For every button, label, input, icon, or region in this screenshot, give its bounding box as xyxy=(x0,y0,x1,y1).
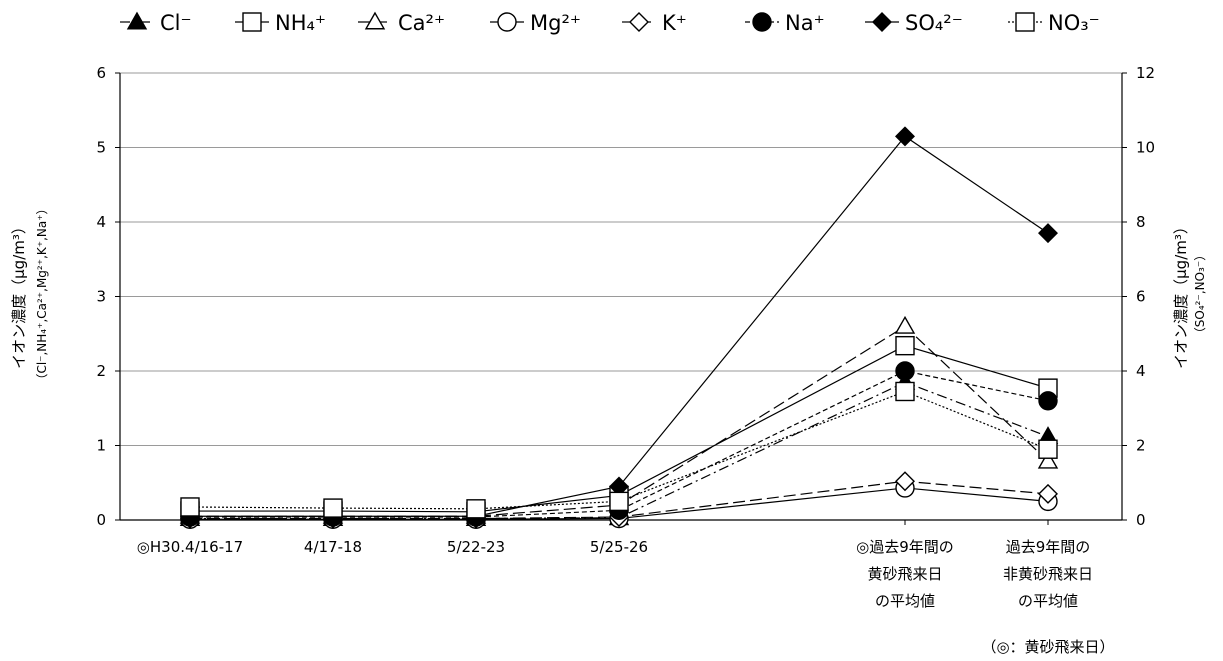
legend-label: NH₄⁺ xyxy=(275,11,326,35)
series-line xyxy=(190,135,1049,517)
legend-label: Na⁺ xyxy=(785,11,825,35)
left-tick-label: 3 xyxy=(96,288,106,306)
category-label: の平均値 xyxy=(875,592,935,610)
legend-marker xyxy=(126,11,148,30)
data-point xyxy=(895,381,915,402)
category-label: ◎過去9年間の xyxy=(856,538,954,556)
category-label: の平均値 xyxy=(1018,592,1078,610)
legend-label: NO₃⁻ xyxy=(1048,11,1100,35)
right-tick-label: 12 xyxy=(1136,64,1155,82)
category-label: 非黄砂飛来日 xyxy=(1003,565,1093,583)
series-line xyxy=(190,345,1049,513)
data-point xyxy=(323,498,343,518)
legend-marker xyxy=(629,12,649,32)
series-line xyxy=(190,480,1049,520)
data-point xyxy=(895,126,915,147)
legend-label: Mg²⁺ xyxy=(530,11,581,35)
data-point xyxy=(609,491,629,512)
grid-lines xyxy=(120,72,1122,446)
data-point xyxy=(895,335,915,356)
legend-label: SO₄²⁻ xyxy=(905,11,963,35)
data-point xyxy=(895,361,915,381)
legend-marker xyxy=(1015,12,1035,32)
legend-label: K⁺ xyxy=(662,11,687,35)
data-point xyxy=(1037,450,1059,469)
category-label: 4/17-18 xyxy=(304,538,362,556)
left-tick-label: 1 xyxy=(96,437,106,455)
series-lines xyxy=(189,135,1049,520)
series-markers xyxy=(179,126,1059,529)
category-label: ◎H30.4/16-17 xyxy=(137,538,243,556)
category-labels: ◎H30.4/16-17 4/17-18 5/22-23 5/25-26 ◎過去9年間の… xyxy=(137,538,1093,610)
legend-marker xyxy=(497,12,517,32)
legend: Cl⁻ NH₄⁺ Ca²⁺ Mg²⁺ K⁺ Na⁺ SO₄²⁻ NO₃⁻ xyxy=(120,11,1100,35)
category-label: 黄砂飛来日 xyxy=(867,565,942,583)
right-axis-label: イオン濃度（μg/m³） xyxy=(1172,219,1190,369)
legend-label: Ca²⁺ xyxy=(398,11,445,35)
series-line xyxy=(190,370,1049,518)
right-tick-label: 8 xyxy=(1136,213,1146,231)
left-tick-label: 2 xyxy=(96,362,106,380)
data-point xyxy=(1038,391,1058,411)
right-tick-label: 6 xyxy=(1136,288,1146,306)
right-tick-label: 4 xyxy=(1136,362,1146,380)
right-tick-label: 2 xyxy=(1136,437,1146,455)
axes xyxy=(115,72,1127,525)
category-label: 5/22-23 xyxy=(447,538,505,556)
left-tick-label: 6 xyxy=(96,64,106,82)
right-tick-label: 10 xyxy=(1136,139,1155,157)
data-point xyxy=(894,315,916,334)
right-axis-sublabel: （SO₄²⁻,NO₃⁻） xyxy=(1193,249,1207,339)
category-label: 5/25-26 xyxy=(590,538,648,556)
legend-marker xyxy=(364,11,386,30)
left-axis-label: イオン濃度（μg/m³） xyxy=(10,219,28,369)
data-point xyxy=(1038,439,1058,459)
data-point xyxy=(466,499,486,519)
category-label: 過去9年間の xyxy=(1006,538,1091,556)
data-point xyxy=(1038,223,1058,244)
footnote: （◎：黄砂飛来日） xyxy=(981,638,1114,656)
left-axis-sublabel: （Cl⁻,NH₄⁺,Ca²⁺,Mg²⁺,K⁺,Na⁺） xyxy=(35,202,49,385)
data-point xyxy=(895,471,915,492)
right-tick-label: 0 xyxy=(1136,511,1146,529)
data-point xyxy=(180,497,200,517)
left-tick-label: 4 xyxy=(96,213,106,231)
legend-marker xyxy=(752,12,772,32)
legend-marker xyxy=(872,12,892,32)
left-tick-label: 5 xyxy=(96,139,106,157)
data-point xyxy=(1038,483,1058,504)
legend-label: Cl⁻ xyxy=(160,11,192,35)
series-line xyxy=(189,390,1049,510)
series-line xyxy=(190,487,1049,520)
legend-marker xyxy=(242,12,262,32)
left-tick-label: 0 xyxy=(96,511,106,529)
